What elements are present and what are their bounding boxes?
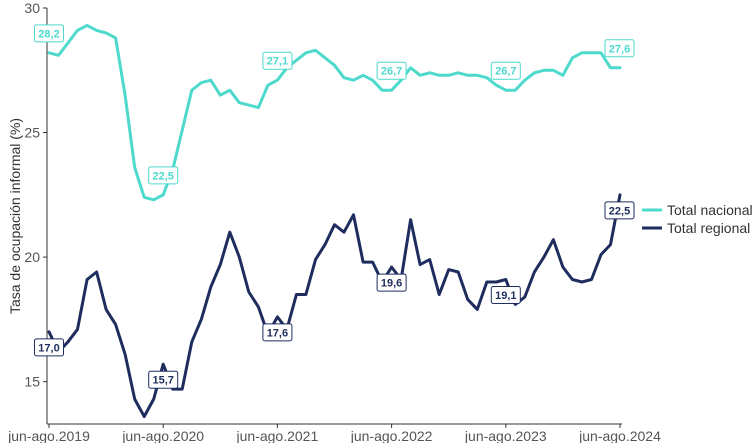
data-label: 22,5 [604,201,635,220]
data-label: 26,7 [376,61,407,80]
x-tick-label: jun-ago.2024 [578,428,661,443]
data-label: 27,6 [604,39,635,58]
data-label-box [148,370,179,389]
data-label-box [376,61,407,80]
data-label: 19,6 [376,273,407,292]
data-label-box [490,286,521,305]
y-tick-label: 20 [24,249,40,265]
data-label-text: 22,5 [152,170,173,182]
data-label: 22,5 [148,166,179,185]
data-label-box [604,39,635,58]
y-tick-label: 30 [24,0,40,16]
data-label-text: 26,7 [381,66,402,78]
legend-label: Total nacional [667,202,753,218]
data-label: 17,0 [34,338,64,357]
data-label: 26,7 [490,61,521,80]
x-tick-label: jun-ago.2020 [121,428,204,443]
y-axis-ticks: 15 20 25 30 [24,0,47,390]
x-tick-label: jun-ago.2019 [7,428,90,443]
x-tick-label: jun-ago.2023 [464,428,547,443]
data-label-box [262,51,293,70]
series-line-total-nacional [47,23,622,202]
data-label: 27,1 [262,51,293,70]
data-label-text: 19,6 [381,278,402,290]
legend: Total nacional Total regional [642,202,753,236]
data-label-text: 27,6 [609,43,630,55]
data-label-text: 17,0 [38,342,59,354]
data-label: 17,6 [262,323,293,342]
data-label-box [604,201,635,220]
data-label: 28,2 [34,24,64,43]
data-label-box [262,323,293,342]
x-tick-label: jun-ago.2021 [236,428,319,443]
data-label-text: 22,5 [609,205,630,217]
x-tick-label: jun-ago.2022 [350,428,433,443]
data-label-box [34,24,64,43]
data-label-text: 28,2 [38,28,59,40]
series-line-total-regional [47,193,622,418]
data-label-text: 17,6 [267,327,288,339]
data-label-text: 15,7 [152,375,173,387]
series-lines [47,23,622,418]
x-axis-ticks: jun-ago.2019 jun-ago.2020 jun-ago.2021 jun-… [7,424,661,443]
y-axis-title: Tasa de ocupación informal (%) [7,118,23,314]
data-label-text: 27,1 [267,56,288,68]
data-label-text: 19,1 [495,290,516,302]
data-label-box [490,61,521,80]
legend-label: Total regional [667,220,750,236]
data-label-box [148,166,179,185]
data-label-text: 26,7 [495,66,516,78]
data-labels: 28,2 22,5 27,1 26,7 26,7 27,6 17,0 15,7 17,6 19,6… [34,24,635,389]
data-label: 19,1 [490,286,521,305]
data-label-box [34,338,64,357]
y-tick-label: 15 [24,374,40,390]
data-label-box [376,273,407,292]
y-tick-label: 25 [24,125,40,141]
data-label: 15,7 [148,370,179,389]
